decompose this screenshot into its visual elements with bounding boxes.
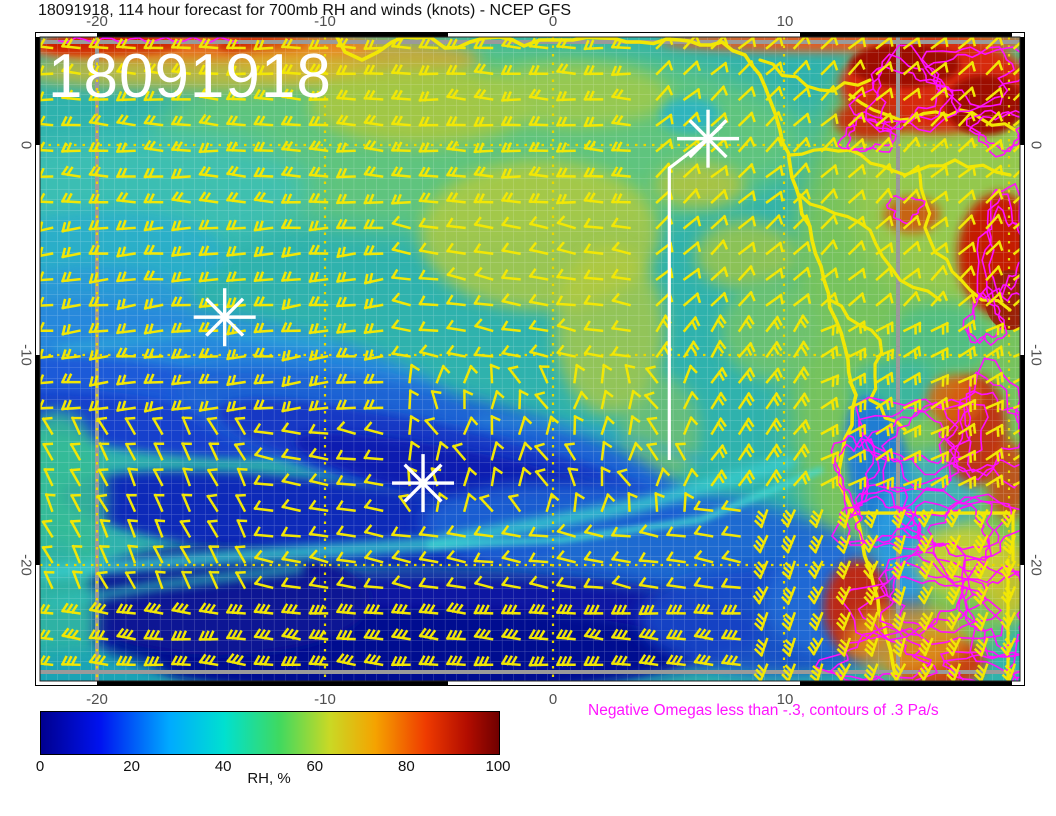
map-frame bbox=[35, 32, 1025, 686]
right-axis-tick: -20 bbox=[1027, 554, 1045, 576]
left-axis-tick: -10 bbox=[17, 344, 35, 366]
station-star-icon bbox=[677, 109, 740, 168]
station-star-icon bbox=[193, 288, 256, 347]
colorbar-tick: 80 bbox=[398, 758, 415, 775]
rh-colorbar bbox=[40, 711, 500, 755]
map-canvas bbox=[35, 32, 1025, 686]
right-axis-tick: 0 bbox=[1027, 140, 1045, 150]
omega-contours bbox=[57, 37, 1020, 681]
run-date-overlay: 18091918 bbox=[48, 42, 332, 111]
colorbar-tick: 100 bbox=[485, 758, 511, 775]
bottom-axis-tick: -20 bbox=[86, 691, 108, 708]
wind-barbs bbox=[40, 37, 1020, 681]
left-axis-tick: -20 bbox=[17, 554, 35, 576]
chart-title: 18091918, 114 hour forecast for 700mb RH… bbox=[38, 2, 572, 19]
omega-caption: Negative Omegas less than -.3, contours … bbox=[588, 702, 939, 719]
bottom-axis-tick: 0 bbox=[548, 691, 558, 708]
colorbar-tick: 20 bbox=[123, 758, 140, 775]
left-axis-tick: 0 bbox=[17, 140, 35, 150]
colorbar-tick: 60 bbox=[306, 758, 324, 775]
top-axis-tick: 0 bbox=[548, 13, 558, 30]
station-star-icon bbox=[392, 454, 455, 513]
top-axis-tick: 10 bbox=[776, 13, 794, 30]
map-svg bbox=[35, 32, 1025, 686]
right-axis-tick: -10 bbox=[1027, 344, 1045, 366]
bottom-axis-tick: 10 bbox=[776, 691, 794, 708]
rh-field bbox=[40, 37, 1020, 681]
bottom-axis-tick: -10 bbox=[314, 691, 336, 708]
colorbar-tick: 0 bbox=[35, 758, 45, 775]
colorbar-tick: 40 bbox=[214, 758, 232, 775]
top-axis-tick: -10 bbox=[314, 13, 336, 30]
top-axis-tick: -20 bbox=[86, 13, 108, 30]
colorbar-label: RH, % bbox=[247, 770, 291, 787]
